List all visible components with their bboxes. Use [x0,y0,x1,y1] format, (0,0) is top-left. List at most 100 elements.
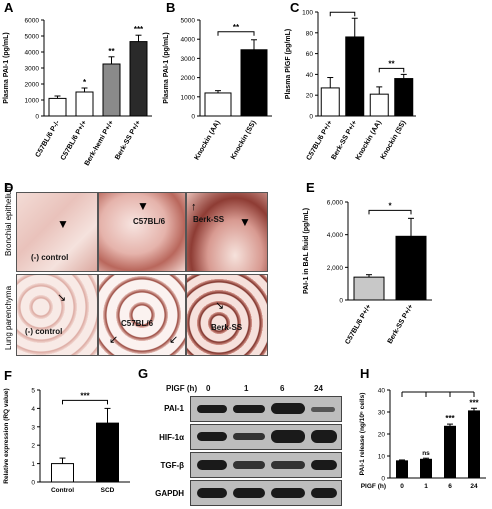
y-tick-label: 20 [306,93,314,100]
blot-row-label: TGF-β [160,461,184,470]
panel-letter-g: G [138,366,149,381]
y-tick-label: 1 [31,461,35,468]
micrograph-bronchial-control: (-) control ▼ [16,192,98,272]
arrow-icon: ↘ [215,300,225,312]
y-tick-label: 0 [191,114,195,121]
y-tick-label: 2000 [25,82,40,89]
bar [102,63,121,117]
significance-bracket [368,209,412,215]
arrowhead-icon: ▼ [239,215,251,229]
y-tick-label: 20 [378,432,386,439]
arrow-icon: ↑ [191,201,197,213]
significance-label: ** [108,47,115,56]
micrograph-parenchyma-c57: C57BL/6 ↙ ↙ [98,274,186,356]
x-tick-label: Control [51,487,74,494]
y-tick-label: 10 [378,454,386,461]
chart-panel-f: 0 1 2 3 4 5 Relative expression (RQ value) Cont… [3,388,130,494]
x-tick-label: Berk-SS P+/+ [330,120,358,162]
micrograph-label: (-) control [25,327,63,336]
micrograph-label: Berk-SS [193,215,225,224]
row-label-bronchial: Bronchial epithelium [4,183,13,256]
y-tick-label: 6,000 [327,200,344,207]
chart-panel-h: 0 10 20 30 40 PAI-1 release (ng/10⁶ cells) 0 ns… [359,388,486,490]
panel-letter-f: F [4,368,12,383]
panel-letter-b: B [166,0,176,15]
bar [75,91,94,117]
micrograph-label: Berk-SS [211,323,243,332]
micrograph-label: (-) control [31,253,69,262]
significance-bracket [329,11,356,17]
bar [129,41,148,117]
y-axis-label: Plasma PAI-1 (pg/mL) [163,32,170,103]
x-tick-label: Berk-hemi P+/+ [84,120,116,168]
bar [369,93,389,117]
bar [444,425,456,479]
y-tick-label: 4,000 [327,232,344,239]
x-tick-label: Knockin (SS) [380,120,408,161]
micrograph-label: C57BL/6 [121,319,154,328]
significance-label: ** [233,23,240,32]
y-tick-label: 4000 [25,50,40,57]
y-tick-label: 2,000 [327,265,344,272]
arrow-icon: ↘ [57,292,67,304]
micrograph-parenchyma-control: (-) control ↘ [16,274,98,356]
bar [345,36,365,117]
y-axis-label: Relative expression (RQ value) [3,388,10,483]
y-axis-label: Plasma PAI-1 (pg/mL) [3,32,10,103]
significance-label: ** [388,59,395,68]
chart-panel-e: 0 2,000 4,000 6,000 PAI-1 in BAL fluid (pg/m… [303,200,432,346]
x-tick-label: C57BL/6 P+/+ [60,120,88,162]
x-tick-label: Berk-SS P+/+ [387,304,415,346]
x-tick-label: Knockin (AA) [193,120,221,162]
micrograph-label: C57BL/6 [133,217,166,226]
bar [204,92,232,117]
y-tick-label: 5000 [181,18,196,25]
bar [240,49,268,117]
y-tick-label: 100 [302,10,313,17]
x-tick-label: Knockin (SS) [230,120,258,161]
y-tick-label: 0 [31,480,35,487]
bar [468,410,480,479]
y-tick-label: 3000 [181,56,196,63]
micrograph-bronchial-berk: Berk-SS ▼ ↑ [186,192,268,272]
x-tick-label: C57BL/6 P+/+ [344,304,372,346]
bar [394,78,414,117]
micrograph-parenchyma-berk: Berk-SS ↘ [186,274,268,356]
significance-label: *** [134,25,144,34]
bar [51,463,74,483]
significance-bracket [378,67,405,73]
significance-label: ns [422,450,430,457]
y-tick-label: 30 [378,410,386,417]
y-tick-label: 5000 [25,34,40,41]
panel-letter-d: D [4,180,14,195]
chart-panel-a: 0 1000 2000 3000 4000 5000 6000 Plasma PAI-1 (p… [3,18,152,168]
bar [353,276,385,301]
y-tick-label: 5 [31,388,35,395]
significance-bracket [217,31,255,36]
blot-row-label: GAPDH [155,489,184,498]
significance-label: *** [80,391,90,400]
y-tick-label: 1000 [181,94,196,101]
blot-gapdh [190,480,342,506]
y-tick-label: 40 [378,388,386,395]
significance-label: *** [469,398,479,407]
arrowhead-icon: ▼ [57,217,69,231]
x-tick-label: Knockin (AA) [355,120,383,162]
y-tick-label: 0 [339,298,343,305]
y-tick-label: 0 [35,114,39,121]
x-tick-label: C57BL/6 P+/+ [306,120,334,162]
arrow-icon: ↙ [109,334,119,346]
y-tick-label: 0 [309,114,313,121]
blot-time-0: 0 [206,384,211,393]
blot-row-label: PAI-1 [164,404,184,413]
arrow-icon: ↙ [169,334,179,346]
y-axis-label: Plasma PlGF (pg/mL) [285,29,292,99]
x-tick-label: 6 [448,483,452,490]
chart-panel-c: 0 20 40 60 80 100 Plasma PlGF (pg/mL) C57BL/6 P… [285,8,416,162]
blot-time-label: PlGF (h) [166,384,198,393]
significance-label: * [83,78,87,87]
panel-letter-e: E [306,180,315,195]
significance-bracket [62,399,108,405]
blot-hif1a [190,424,342,450]
y-tick-label: 80 [306,30,314,37]
